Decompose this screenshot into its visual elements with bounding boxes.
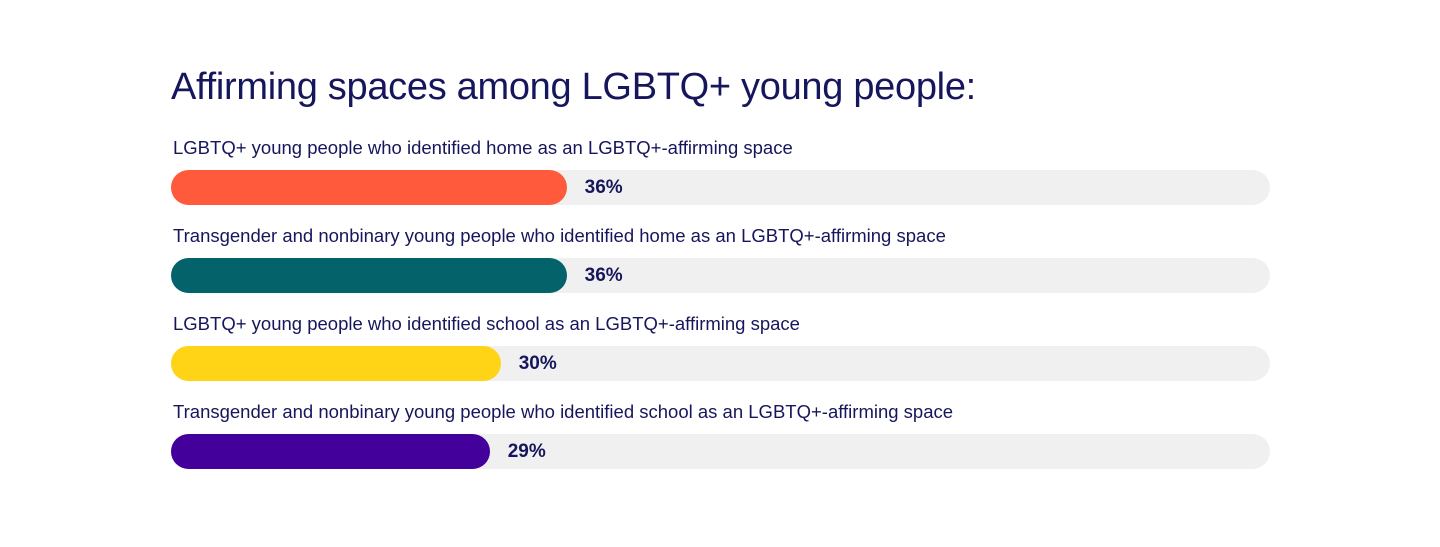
bar-value-label: 36% xyxy=(584,265,623,286)
chart: Affirming spaces among LGBTQ+ young peop… xyxy=(171,62,1270,484)
chart-title: Affirming spaces among LGBTQ+ young peop… xyxy=(171,66,976,108)
bar-track: 29% xyxy=(171,434,1270,469)
bar-row: LGBTQ+ young people who identified home … xyxy=(171,132,1270,220)
bar-category-label: Transgender and nonbinary young people w… xyxy=(173,401,954,422)
bar-row: Transgender and nonbinary young people w… xyxy=(171,396,1270,484)
bar xyxy=(171,170,567,205)
bar xyxy=(171,346,501,381)
bar-row: Transgender and nonbinary young people w… xyxy=(171,220,1270,308)
bar-track: 36% xyxy=(171,258,1270,293)
bar-rows: LGBTQ+ young people who identified home … xyxy=(171,132,1270,484)
bar-category-label: LGBTQ+ young people who identified home … xyxy=(173,137,793,158)
bar-value-label: 36% xyxy=(584,177,623,198)
bar xyxy=(171,258,567,293)
bar-value-label: 29% xyxy=(507,441,546,462)
bar-track: 36% xyxy=(171,170,1270,205)
bar-row: LGBTQ+ young people who identified schoo… xyxy=(171,308,1270,396)
bar-value-label: 30% xyxy=(518,353,557,374)
bar-category-label: LGBTQ+ young people who identified schoo… xyxy=(173,313,800,334)
bar-category-label: Transgender and nonbinary young people w… xyxy=(173,225,946,246)
bar-track: 30% xyxy=(171,346,1270,381)
bar xyxy=(171,434,490,469)
